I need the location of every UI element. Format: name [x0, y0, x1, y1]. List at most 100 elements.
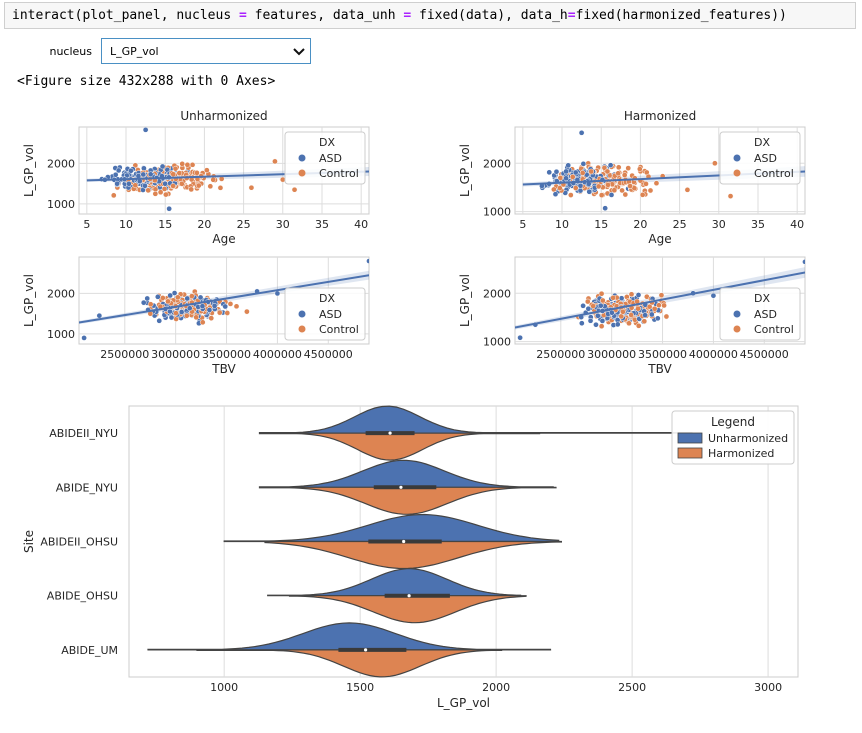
scatter-point-asd [602, 205, 608, 212]
y-tick-label: 2000 [47, 287, 75, 300]
scatter-point-control [598, 192, 605, 198]
scatter-point-asd [580, 160, 587, 167]
scatter-point-control [178, 180, 185, 187]
scatter-point-asd [156, 317, 163, 324]
scatter-point-asd [580, 302, 586, 309]
scatter-point-control [217, 184, 224, 191]
x-tick-label: 15 [594, 218, 608, 231]
y-tick-label: 2000 [483, 157, 511, 170]
legend-title: DX [754, 136, 770, 149]
scatter-point-control [216, 309, 223, 316]
scatter-point-asd [608, 192, 615, 198]
scatter-point-control [658, 292, 665, 299]
scatter-point-control [210, 176, 217, 183]
scatter-point-control [204, 167, 210, 174]
code-token: interact(plot_panel, nucleus [12, 8, 239, 23]
scatter-point-asd [585, 305, 592, 312]
legend-marker [733, 325, 741, 333]
scatter-point-asd [140, 299, 147, 306]
scatter-point-control [635, 305, 641, 312]
legend-title: DX [319, 136, 335, 149]
code-token: fixed(harmonized_features)) [575, 8, 787, 23]
site-tick-label: ABIDE_NYU [56, 481, 118, 494]
x-tick-label: 30 [712, 218, 726, 231]
scatter-point-asd [648, 311, 655, 318]
code-operator: = [238, 8, 247, 23]
scatter-point-control [272, 158, 278, 165]
y-axis-label: L_GP_vol [22, 274, 36, 327]
scatter-point-asd [147, 171, 154, 178]
code-operator: = [567, 8, 576, 23]
violin-half-unharmonized [258, 459, 554, 488]
legend-marker [298, 310, 306, 318]
y-axis-label: L_GP_vol [22, 144, 36, 197]
x-tick-label: 2500000 [536, 348, 585, 361]
scatter-point-control [646, 303, 653, 310]
scatter-point-asd [517, 334, 523, 341]
scatter-point-asd [563, 175, 569, 182]
scatter-point-asd [166, 205, 172, 212]
scatter-point-asd [112, 171, 119, 178]
scatter-point-control [639, 191, 646, 198]
x-tick-label: 1500 [346, 681, 374, 694]
scatter-point-control [712, 160, 718, 167]
violin-legend: Legend Unharmonized Harmonized [671, 410, 795, 465]
scatter-point-asd [114, 180, 120, 187]
y-tick-label: 1000 [483, 336, 511, 349]
x-tick-label: 3500000 [202, 348, 251, 361]
scatter-point-control [165, 298, 171, 305]
scatter-point-control [610, 294, 616, 301]
scatter-point-control [208, 315, 215, 322]
code-cell[interactable]: interact(plot_panel, nucleus = features,… [4, 2, 856, 29]
scatter-point-asd [115, 167, 122, 174]
y-tick-label: 2000 [47, 157, 75, 170]
legend-entry: Control [319, 167, 359, 180]
scatter-point-asd [142, 127, 149, 133]
y-axis-label: L_GP_vol [458, 274, 472, 327]
scatter-point-asd [614, 321, 621, 328]
scatter-point-control [172, 165, 179, 172]
legend-marker [298, 154, 306, 162]
scatter-point-asd [142, 182, 148, 189]
legend-entry: ASD [319, 152, 342, 165]
scatter-point-control [572, 185, 579, 191]
scatter-point-asd [154, 293, 161, 300]
scatter-point-control [244, 308, 250, 315]
scatter-point-control [641, 318, 648, 325]
scatter-point-asd [607, 162, 614, 169]
scatter-point-control [557, 175, 564, 181]
scatter-point-asd [802, 258, 805, 265]
code-operator: = [403, 8, 412, 23]
scatter-point-control [132, 182, 139, 189]
nucleus-dropdown[interactable]: L_GP_vol [101, 38, 311, 64]
x-tick-label: 3500000 [638, 348, 687, 361]
scatter-point-control [628, 291, 635, 298]
x-tick-label: 15 [158, 218, 172, 231]
scatter-point-control [567, 192, 574, 198]
scatter-point-control [601, 164, 608, 171]
scatter-point-asd [578, 129, 585, 136]
scatter-point-control [584, 298, 591, 305]
legend-title: DX [754, 292, 770, 305]
y-tick-label: 1000 [483, 206, 511, 219]
violin-half-harmonized [258, 432, 541, 461]
x-tick-label: 35 [751, 218, 765, 231]
chart-title: Harmonized [624, 109, 696, 123]
x-tick-label: 1000 [210, 681, 238, 694]
legend-entry: ASD [754, 152, 777, 165]
scatter-point-asd [162, 180, 168, 187]
scatter-point-asd [81, 335, 87, 341]
scatter-point-control [188, 186, 195, 193]
legend-swatch [677, 447, 703, 459]
legend-marker [298, 325, 306, 333]
legend-swatch [677, 432, 703, 444]
legend-title: DX [319, 292, 335, 305]
scatter-point-asd [577, 182, 584, 189]
legend-entry: Unharmonized [708, 432, 788, 445]
chart-h-tbv: 2500000 3000000 3500000 4000000 4500000 1000 2… [458, 256, 806, 376]
x-tick-label: 35 [315, 218, 329, 231]
violin-site: ABIDE_UM [61, 622, 552, 678]
chart-unh-tbv: 2500000 3000000 3500000 4000000 4500000 1000 2… [22, 256, 370, 376]
x-tick-label: 4000000 [253, 348, 302, 361]
